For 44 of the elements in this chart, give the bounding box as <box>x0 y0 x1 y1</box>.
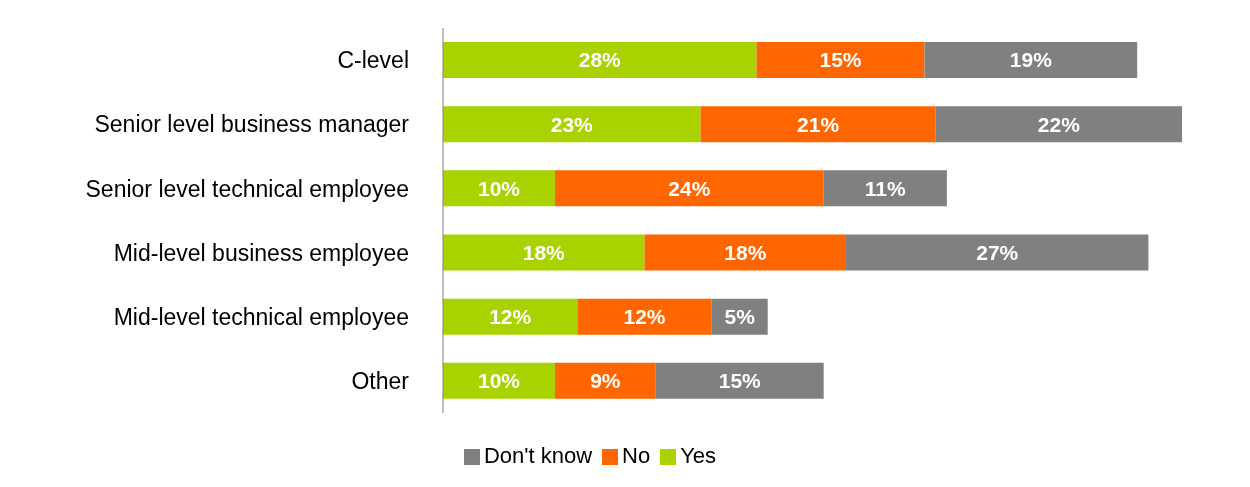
legend-label: Don't know <box>483 443 593 468</box>
data-label: 15% <box>819 48 862 72</box>
data-label: 22% <box>1037 112 1081 136</box>
legend-label: Yes <box>680 443 717 468</box>
data-label: 18% <box>724 240 767 264</box>
data-label: 27% <box>976 240 1019 264</box>
data-label: 24% <box>668 176 711 200</box>
data-label: 19% <box>1009 48 1053 72</box>
bar <box>443 42 757 78</box>
data-label: 10% <box>477 176 521 200</box>
bar <box>756 42 925 78</box>
data-label: 11% <box>864 176 907 200</box>
bar <box>846 234 1149 271</box>
bar <box>443 170 555 207</box>
bar <box>577 298 712 335</box>
data-label: 21% <box>797 112 840 136</box>
bar <box>443 106 701 143</box>
y-tick-label: Other <box>351 368 410 395</box>
bar <box>554 362 656 399</box>
data-label: 12% <box>489 305 532 329</box>
bar <box>554 170 824 207</box>
bar <box>443 298 578 335</box>
data-label: 15% <box>718 369 762 393</box>
bar <box>935 106 1182 143</box>
y-tick-label: Senior level technical employee <box>85 175 409 202</box>
data-label: 5% <box>724 305 756 329</box>
data-label: 23% <box>550 112 594 136</box>
data-label: 28% <box>578 48 622 72</box>
data-label: 18% <box>522 240 566 264</box>
bar <box>655 362 824 399</box>
legend-label: No <box>622 443 651 468</box>
bar <box>924 42 1138 78</box>
bar <box>443 362 555 399</box>
y-tick-label: Senior level business manager <box>94 111 410 138</box>
data-label: 10% <box>477 369 521 393</box>
y-tick-label: Mid-level technical employee <box>113 303 409 330</box>
bar <box>823 170 947 207</box>
bar <box>644 234 847 271</box>
y-tick-label: Mid-level business employee <box>113 239 409 266</box>
bar <box>443 234 645 271</box>
data-label: 9% <box>590 369 621 393</box>
data-label: 12% <box>623 305 666 329</box>
bar <box>700 106 936 143</box>
y-tick-label: C-level <box>337 47 409 74</box>
